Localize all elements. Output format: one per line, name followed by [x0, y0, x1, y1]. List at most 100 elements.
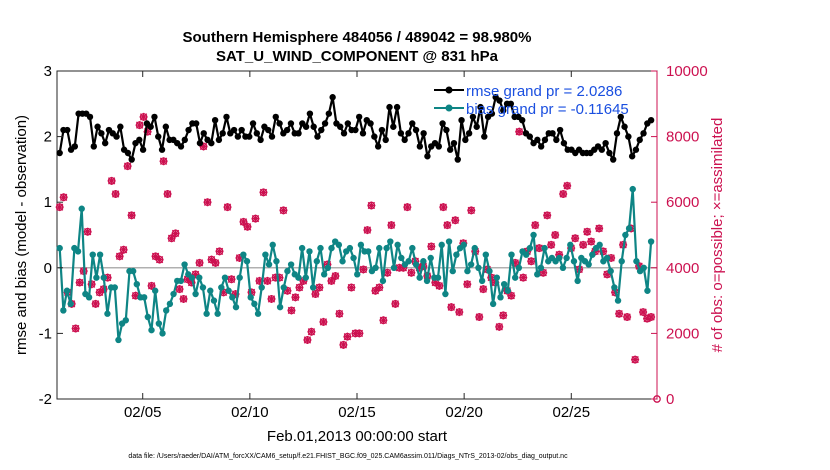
bias-point — [574, 277, 581, 285]
rmse-point — [613, 130, 621, 137]
rmse-point — [435, 143, 442, 150]
bias-point — [324, 264, 332, 271]
obs-assimilated-marker — [319, 317, 328, 326]
obs-assimilated-marker — [555, 250, 564, 259]
bias-point — [207, 287, 214, 294]
bias-point — [309, 284, 317, 291]
rmse-point — [136, 136, 143, 144]
bias-point — [111, 284, 118, 291]
rmse-point — [155, 133, 162, 140]
obs-assimilated-marker — [379, 316, 388, 325]
rmse-point — [234, 133, 242, 140]
obs-assimilated-marker — [151, 252, 160, 261]
obs-assimilated-marker — [607, 253, 616, 262]
rmse-point — [147, 123, 154, 130]
obs-assimilated-marker — [527, 257, 536, 266]
bias-point — [104, 310, 111, 317]
obs-assimilated-marker — [195, 258, 204, 267]
bias-point — [280, 284, 287, 291]
rmse-point — [211, 117, 219, 124]
bias-point — [508, 251, 515, 258]
obs-assimilated-marker — [187, 278, 196, 287]
rmse-point — [636, 136, 643, 144]
bias-point — [420, 258, 427, 265]
obs-assimilated-marker — [647, 313, 656, 321]
left-y-tick-label: 3 — [44, 63, 52, 80]
obs-assimilated-marker — [111, 190, 120, 198]
bias-point — [405, 258, 412, 265]
left-y-tick-label: -1 — [39, 325, 52, 342]
obs-assimilated-marker — [375, 283, 384, 292]
bias-point — [276, 303, 284, 311]
bias-point — [243, 258, 251, 265]
rmse-point — [196, 139, 204, 147]
bias-point — [394, 241, 401, 249]
bias-point — [500, 281, 508, 288]
bias-point — [56, 244, 63, 252]
obs-assimilated-marker — [639, 308, 648, 317]
bias-point — [78, 205, 85, 212]
bias-point — [265, 261, 273, 268]
bias-point — [148, 326, 155, 334]
bias-point — [129, 267, 137, 275]
left-y-axis-label: rmse and bias (model - observation) — [13, 115, 30, 355]
bias-point — [622, 231, 629, 239]
bias-point — [467, 261, 475, 268]
x-tick-label: 02/05 — [124, 404, 162, 421]
bias-point — [313, 258, 321, 265]
bias-point — [570, 258, 578, 265]
bias-point — [232, 303, 240, 311]
rmse-point — [526, 133, 533, 140]
right-y-tick-label: 10000 — [666, 63, 708, 80]
bias-point — [140, 294, 148, 301]
obs-assimilated-marker — [55, 203, 64, 212]
rmse-point — [621, 123, 628, 130]
bias-point — [335, 241, 343, 249]
bias-point — [644, 287, 651, 294]
rmse-point — [378, 126, 386, 134]
bias-point — [523, 251, 530, 258]
legend-rmse-label: rmse grand pr = 2.0286 — [466, 83, 622, 100]
bias-point — [354, 271, 361, 278]
rmse-point — [609, 156, 617, 163]
obs-assimilated-marker — [507, 291, 516, 300]
obs-assimilated-marker — [167, 234, 176, 243]
obs-assimilated-marker — [131, 291, 140, 300]
rmse-point — [257, 136, 264, 144]
obs-assimilated-marker — [159, 157, 168, 166]
bias-point — [449, 267, 456, 275]
bias-point — [346, 244, 354, 252]
bias-point — [159, 330, 166, 337]
bias-point — [188, 274, 196, 281]
obs-assimilated-marker — [247, 288, 256, 297]
bias-point — [633, 258, 640, 265]
series-layer — [56, 94, 655, 344]
bias-point — [133, 281, 141, 288]
bias-point — [596, 241, 603, 249]
bias-point — [453, 251, 460, 258]
rmse-point — [314, 133, 321, 140]
rmse-point — [549, 130, 556, 137]
left-y-tick-label: 0 — [44, 260, 52, 277]
bias-point — [115, 336, 122, 344]
bias-point — [379, 277, 387, 285]
rmse-point — [276, 120, 283, 127]
rmse-point — [177, 143, 185, 150]
rmse-point — [477, 103, 484, 111]
rmse-point — [409, 120, 416, 127]
rmse-point — [553, 136, 560, 144]
rmse-point — [340, 130, 348, 137]
rmse-point — [124, 149, 132, 157]
x-tick-label: 02/15 — [338, 404, 376, 421]
obs-assimilated-marker — [331, 272, 340, 280]
bias-point — [478, 277, 486, 285]
bias-point — [240, 251, 247, 258]
bias-point — [567, 241, 574, 249]
rmse-point — [287, 120, 295, 127]
obs-assimilated-marker — [327, 276, 336, 285]
obs-assimilated-marker — [463, 280, 472, 289]
bias-point — [192, 290, 199, 298]
bias-point — [497, 294, 504, 301]
bias-point — [262, 251, 269, 258]
rmse-point — [64, 126, 71, 134]
